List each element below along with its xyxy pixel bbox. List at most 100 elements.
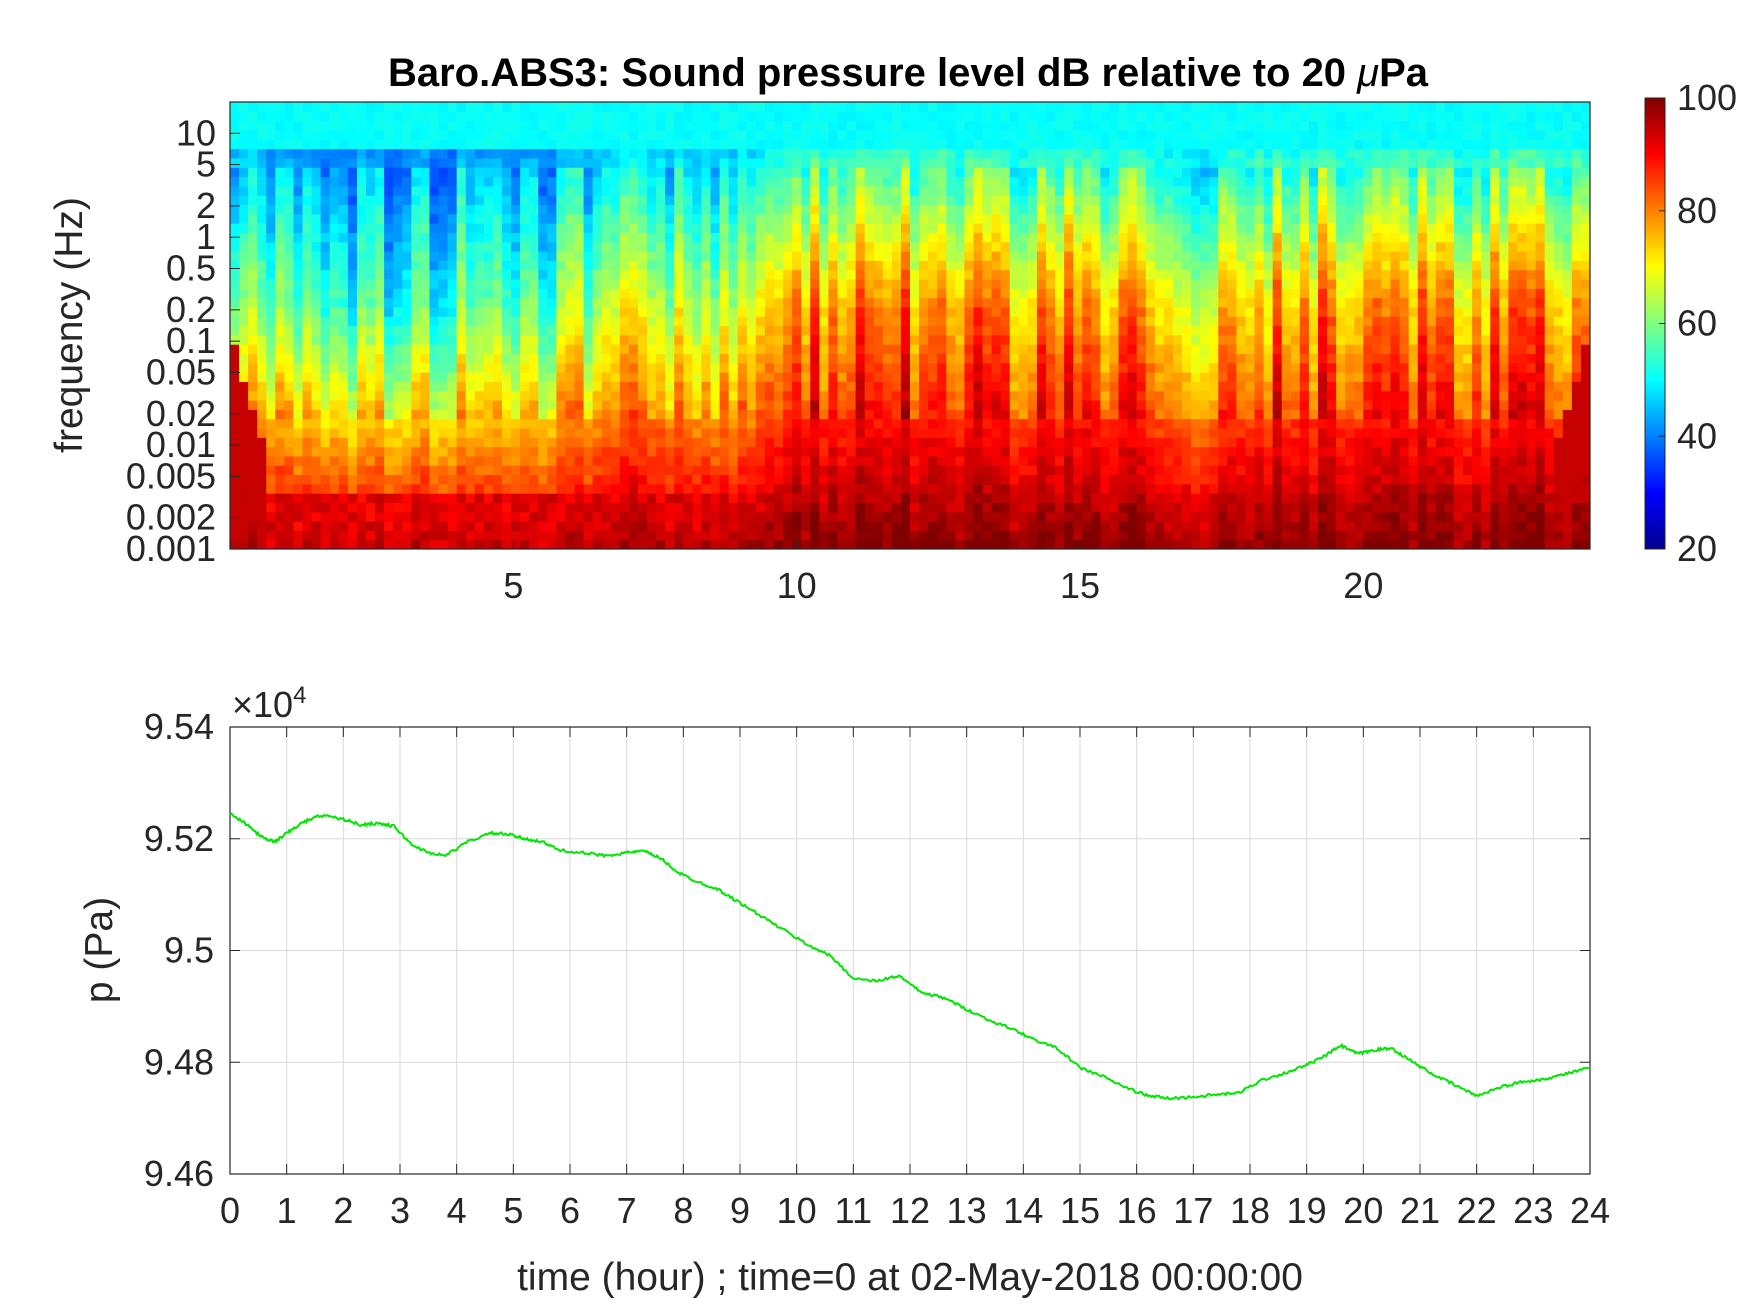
spectrogram-cell bbox=[347, 251, 358, 261]
spectrogram-cell bbox=[239, 437, 249, 448]
spectrogram-cell bbox=[420, 344, 431, 355]
spectrogram-cell bbox=[284, 446, 295, 457]
spectrogram-cell bbox=[366, 325, 376, 336]
spectrogram-cell bbox=[1009, 129, 1020, 140]
spectrogram-cell bbox=[284, 148, 295, 159]
spectrogram-cell bbox=[638, 390, 648, 401]
spectrogram-cell bbox=[520, 437, 530, 448]
spectrogram-cell bbox=[1000, 325, 1011, 336]
spectrogram-cell bbox=[882, 223, 893, 233]
spectrogram-cell bbox=[864, 260, 875, 271]
spectrogram-cell bbox=[955, 232, 965, 243]
spectrogram-cell bbox=[1127, 437, 1138, 448]
spectrogram-cell bbox=[1000, 437, 1011, 448]
spectrogram-cell bbox=[366, 539, 376, 549]
spectrogram-cell bbox=[1091, 204, 1101, 215]
spectrogram-cell bbox=[846, 400, 857, 410]
spectrogram-cell bbox=[1082, 316, 1092, 327]
spectrogram-cell bbox=[801, 139, 811, 150]
spectrogram-cell bbox=[402, 353, 412, 364]
spectrogram-cell bbox=[1027, 269, 1038, 280]
spectrogram-cell bbox=[801, 325, 811, 336]
spectrogram-cell bbox=[665, 139, 675, 150]
spectrogram-cell bbox=[864, 427, 875, 438]
spectrogram-cell bbox=[810, 102, 820, 112]
spectrogram-cell bbox=[284, 278, 295, 289]
spectrogram-cell bbox=[819, 297, 829, 308]
spectrogram-cell bbox=[429, 157, 440, 168]
spectrogram-cell bbox=[384, 465, 394, 476]
spectrogram-cell bbox=[828, 409, 839, 420]
spectrogram-cell bbox=[474, 167, 485, 178]
spectrogram-cell bbox=[384, 232, 394, 243]
spectrogram-cell bbox=[864, 521, 875, 531]
spectrogram-cell bbox=[746, 148, 757, 159]
spectrogram-cell bbox=[456, 372, 467, 382]
spectrogram-cell bbox=[492, 297, 503, 308]
spectrogram-cell bbox=[801, 390, 811, 401]
spectrogram-cell bbox=[1127, 483, 1138, 494]
spectrogram-cell bbox=[1018, 185, 1029, 196]
spectrogram-cell bbox=[1127, 176, 1138, 187]
spectrogram-cell bbox=[810, 251, 820, 261]
spectrogram-cell bbox=[1163, 316, 1174, 327]
spectrogram-cell bbox=[1036, 372, 1047, 382]
spectrogram-cell bbox=[819, 353, 829, 364]
spectrogram-cell bbox=[919, 390, 929, 401]
spectrogram-cell bbox=[393, 446, 403, 457]
spectrogram-cell bbox=[556, 213, 567, 224]
spectrogram-cell bbox=[411, 427, 421, 438]
spectrogram-cell bbox=[810, 213, 820, 224]
spectrogram-cell bbox=[674, 306, 684, 317]
spectrogram-cell bbox=[755, 306, 766, 317]
spectrogram-cell bbox=[1055, 325, 1065, 336]
spectrogram-cell bbox=[755, 418, 766, 429]
spectrogram-cell bbox=[583, 139, 594, 150]
spectrogram-cell bbox=[520, 157, 530, 168]
spectrogram-cell bbox=[846, 213, 857, 224]
spectrogram-cell bbox=[583, 511, 594, 522]
spectrogram-cell bbox=[610, 427, 621, 438]
spectrogram-cell bbox=[511, 465, 521, 476]
spectrogram-cell bbox=[492, 288, 503, 299]
spectrogram-cell bbox=[302, 195, 313, 206]
spectrogram-cell bbox=[891, 427, 902, 438]
spectrogram-cell bbox=[329, 493, 340, 504]
spectrogram-cell bbox=[438, 213, 449, 224]
spectrogram-cell bbox=[483, 120, 494, 131]
spectrogram-cell bbox=[574, 539, 585, 549]
spectrogram-cell bbox=[1109, 260, 1120, 271]
spectrogram-cell bbox=[239, 306, 249, 317]
spectrogram-cell bbox=[919, 418, 929, 429]
spectrogram-cell bbox=[719, 213, 730, 224]
spectrogram-cell bbox=[592, 437, 603, 448]
spectrogram-cell bbox=[311, 195, 322, 206]
spectrogram-cell bbox=[1018, 446, 1029, 457]
spectrogram-cell bbox=[710, 381, 721, 392]
spectrogram-cell bbox=[1018, 195, 1029, 206]
spectrogram-cell bbox=[764, 120, 775, 131]
spectrogram-cell bbox=[864, 381, 875, 392]
spectrogram-cell bbox=[1127, 409, 1138, 420]
spectrogram-cell bbox=[982, 260, 993, 271]
spectrogram-cell bbox=[1136, 176, 1147, 187]
spectrogram-cell bbox=[420, 251, 431, 261]
spectrogram-cell bbox=[665, 511, 675, 522]
spectrogram-cell bbox=[719, 111, 730, 122]
spectrogram-cell bbox=[619, 269, 630, 280]
spectrogram-cell bbox=[1145, 260, 1156, 271]
spectrogram-cell bbox=[674, 539, 684, 549]
spectrogram-cell bbox=[692, 241, 703, 252]
spectrogram-cell bbox=[810, 511, 820, 522]
spectrogram-cell bbox=[774, 251, 784, 261]
spectrogram-cell bbox=[937, 390, 947, 401]
spectrogram-cell bbox=[329, 390, 340, 401]
spectrogram-cell bbox=[982, 129, 993, 140]
spectrogram-cell bbox=[302, 390, 313, 401]
spectrogram-cell bbox=[710, 223, 721, 233]
spectrogram-cell bbox=[574, 232, 585, 243]
spectrogram-cell bbox=[846, 148, 857, 159]
spectrogram-cell bbox=[774, 362, 784, 373]
spectrogram-cell bbox=[891, 409, 902, 420]
spectrogram-cell bbox=[674, 325, 684, 336]
